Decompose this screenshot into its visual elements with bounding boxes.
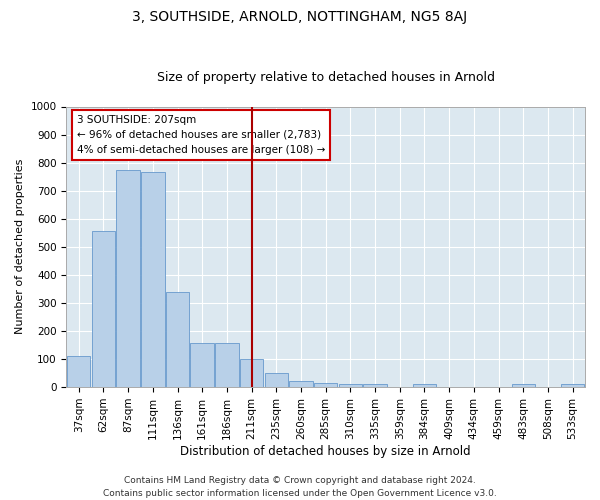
- Bar: [364, 384, 387, 387]
- X-axis label: Distribution of detached houses by size in Arnold: Distribution of detached houses by size …: [181, 444, 471, 458]
- Bar: [413, 384, 436, 387]
- Bar: [314, 383, 337, 387]
- Bar: [561, 384, 584, 387]
- Bar: [190, 343, 214, 387]
- Title: Size of property relative to detached houses in Arnold: Size of property relative to detached ho…: [157, 72, 495, 85]
- Y-axis label: Number of detached properties: Number of detached properties: [15, 159, 25, 334]
- Bar: [265, 373, 288, 387]
- Bar: [166, 292, 189, 387]
- Bar: [141, 172, 164, 387]
- Bar: [338, 384, 362, 387]
- Bar: [116, 170, 140, 387]
- Bar: [92, 232, 115, 387]
- Bar: [240, 359, 263, 387]
- Text: Contains HM Land Registry data © Crown copyright and database right 2024.
Contai: Contains HM Land Registry data © Crown c…: [103, 476, 497, 498]
- Bar: [215, 343, 239, 387]
- Text: 3, SOUTHSIDE, ARNOLD, NOTTINGHAM, NG5 8AJ: 3, SOUTHSIDE, ARNOLD, NOTTINGHAM, NG5 8A…: [133, 10, 467, 24]
- Text: 3 SOUTHSIDE: 207sqm
← 96% of detached houses are smaller (2,783)
4% of semi-deta: 3 SOUTHSIDE: 207sqm ← 96% of detached ho…: [77, 115, 325, 154]
- Bar: [289, 382, 313, 387]
- Bar: [67, 356, 91, 387]
- Bar: [512, 384, 535, 387]
